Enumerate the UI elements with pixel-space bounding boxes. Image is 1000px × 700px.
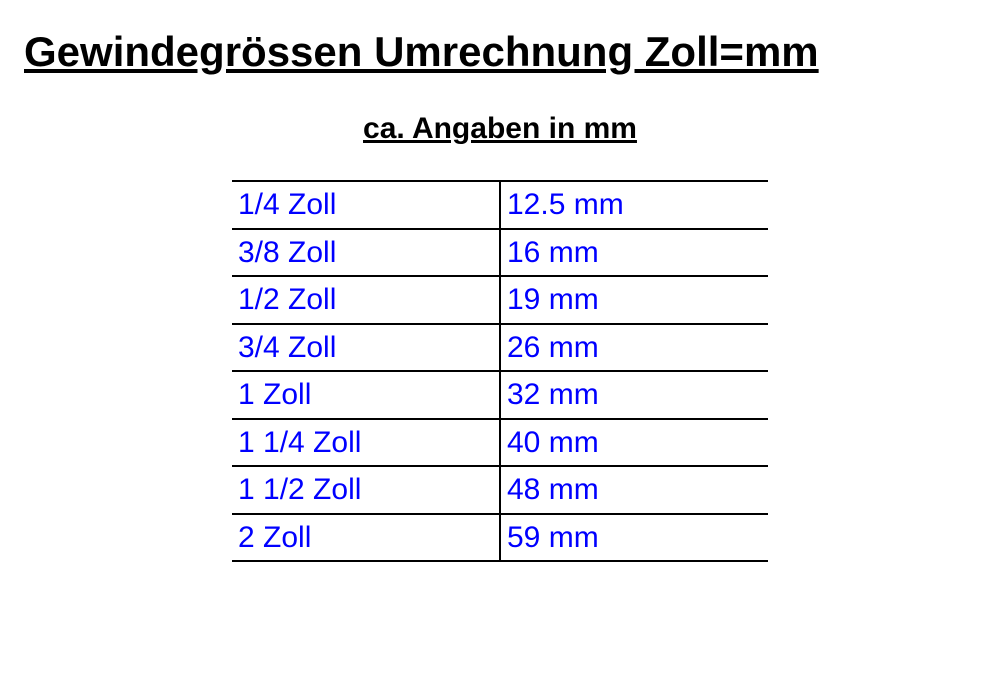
- table-row: 3/4 Zoll 26 mm: [232, 324, 768, 372]
- cell-mm: 16 mm: [500, 229, 768, 277]
- cell-zoll: 3/4 Zoll: [232, 324, 500, 372]
- cell-zoll: 1 1/4 Zoll: [232, 419, 500, 467]
- table-row: 1 1/2 Zoll 48 mm: [232, 466, 768, 514]
- table-row: 1 1/4 Zoll 40 mm: [232, 419, 768, 467]
- table-row: 3/8 Zoll 16 mm: [232, 229, 768, 277]
- cell-mm: 32 mm: [500, 371, 768, 419]
- conversion-table: 1/4 Zoll 12.5 mm 3/8 Zoll 16 mm 1/2 Zoll…: [232, 180, 768, 562]
- cell-mm: 48 mm: [500, 466, 768, 514]
- page-container: Gewindegrössen Umrechnung Zoll=mm ca. An…: [0, 0, 1000, 700]
- cell-mm: 19 mm: [500, 276, 768, 324]
- table-row: 1/4 Zoll 12.5 mm: [232, 181, 768, 229]
- cell-zoll: 1/4 Zoll: [232, 181, 500, 229]
- table-row: 1/2 Zoll 19 mm: [232, 276, 768, 324]
- cell-zoll: 2 Zoll: [232, 514, 500, 562]
- cell-mm: 12.5 mm: [500, 181, 768, 229]
- cell-mm: 59 mm: [500, 514, 768, 562]
- cell-zoll: 1/2 Zoll: [232, 276, 500, 324]
- page-subtitle: ca. Angaben in mm: [0, 112, 1000, 146]
- cell-mm: 40 mm: [500, 419, 768, 467]
- cell-zoll: 1 1/2 Zoll: [232, 466, 500, 514]
- cell-zoll: 1 Zoll: [232, 371, 500, 419]
- page-title: Gewindegrössen Umrechnung Zoll=mm: [24, 28, 1000, 76]
- cell-zoll: 3/8 Zoll: [232, 229, 500, 277]
- cell-mm: 26 mm: [500, 324, 768, 372]
- table-row: 2 Zoll 59 mm: [232, 514, 768, 562]
- table-row: 1 Zoll 32 mm: [232, 371, 768, 419]
